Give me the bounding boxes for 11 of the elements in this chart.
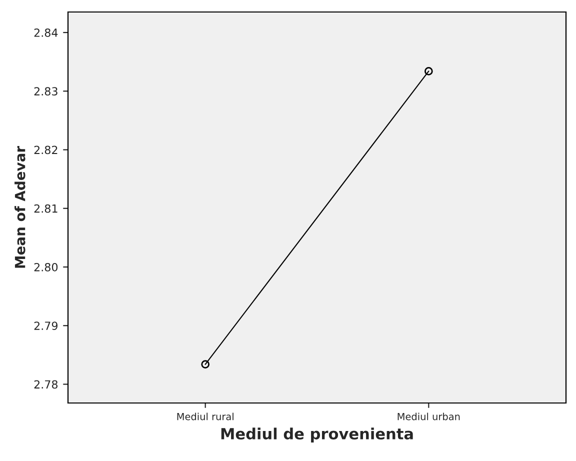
y-tick-label: 2.83 [34,87,58,96]
y-tick-label: 2.81 [34,204,58,213]
x-tick-label: Mediul urban [398,412,460,420]
y-tick-label: 2.82 [34,146,58,154]
x-tick-label: Mediul rural [177,412,234,420]
y-tick-label: 2.79 [34,322,58,330]
x-axis-title: Mediul de provenienta [221,428,413,442]
y-axis-title: Mean of Adevar [14,146,26,268]
y-tick-label: 2.80 [34,262,58,272]
y-tick-label: 2.84 [34,28,58,37]
y-tick-label: 2.78 [34,380,58,389]
